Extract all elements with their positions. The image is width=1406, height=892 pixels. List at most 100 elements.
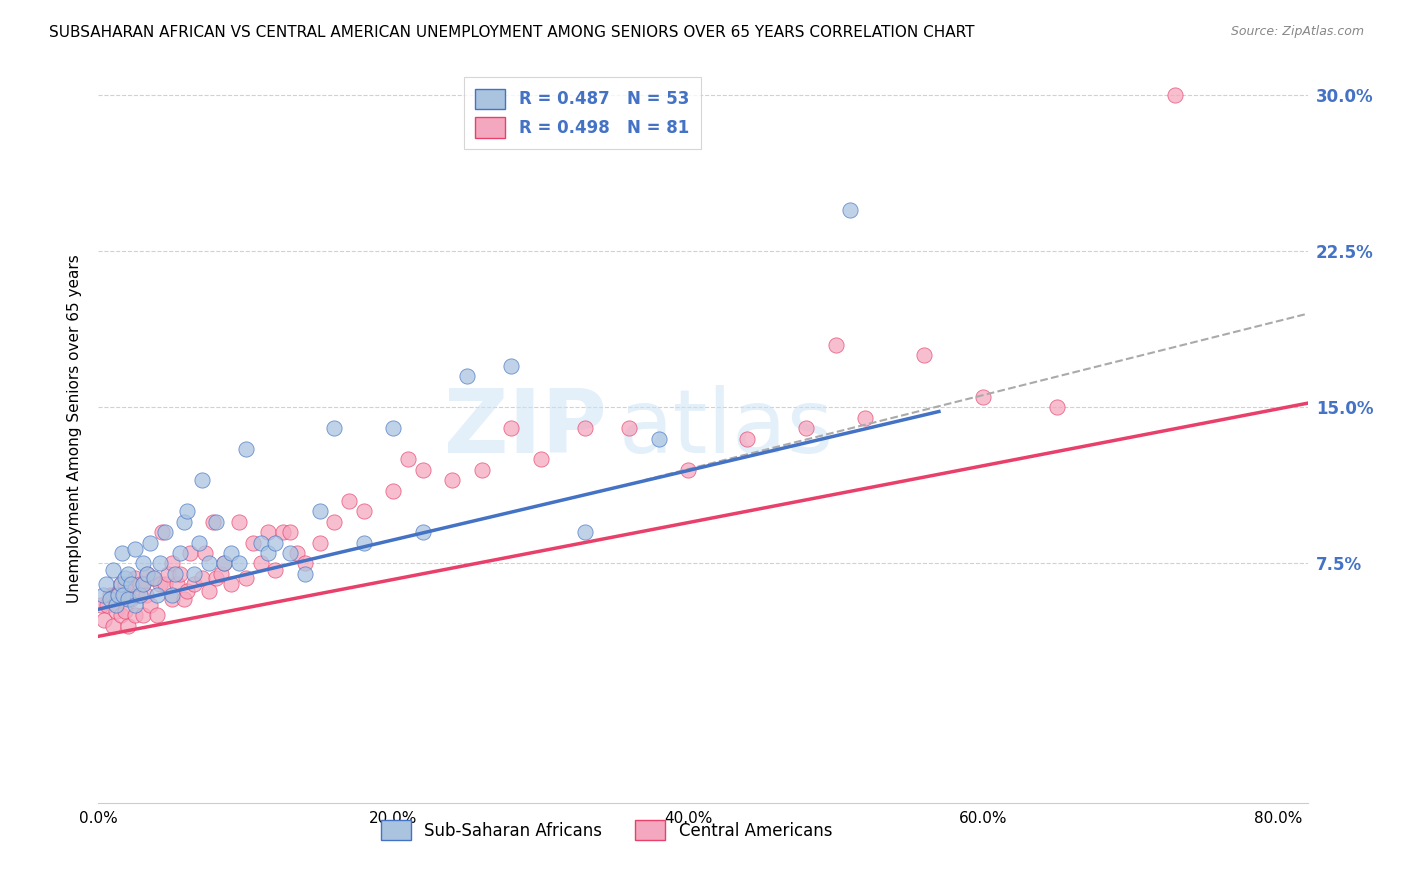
Point <box>117 588 139 602</box>
Point <box>530 452 553 467</box>
Point <box>110 577 132 591</box>
Point <box>212 557 235 571</box>
Point <box>165 566 187 581</box>
Point <box>190 571 212 585</box>
Point <box>111 591 134 606</box>
Point <box>678 463 700 477</box>
Point <box>294 566 316 581</box>
Point <box>501 359 523 373</box>
Point <box>90 598 112 612</box>
Point <box>110 608 132 623</box>
Point <box>98 588 121 602</box>
Point <box>194 546 217 560</box>
Point <box>412 525 434 540</box>
Point <box>124 608 146 623</box>
Point <box>160 588 183 602</box>
Point <box>972 390 994 404</box>
Point <box>228 557 250 571</box>
Point <box>114 577 136 591</box>
Point <box>271 525 294 540</box>
Point <box>456 369 478 384</box>
Point <box>101 588 124 602</box>
Point <box>121 577 143 591</box>
Point <box>198 583 221 598</box>
Point <box>574 421 596 435</box>
Text: ZIP: ZIP <box>443 384 606 472</box>
Point <box>198 557 221 571</box>
Point <box>202 515 225 529</box>
Point <box>278 525 301 540</box>
Text: SUBSAHARAN AFRICAN VS CENTRAL AMERICAN UNEMPLOYMENT AMONG SENIORS OVER 65 YEARS : SUBSAHARAN AFRICAN VS CENTRAL AMERICAN U… <box>49 25 974 40</box>
Point <box>619 421 641 435</box>
Point <box>176 504 198 518</box>
Point <box>120 591 142 606</box>
Point <box>124 598 146 612</box>
Point <box>135 588 157 602</box>
Point <box>139 598 162 612</box>
Point <box>131 557 153 571</box>
Point <box>187 535 209 549</box>
Text: Source: ZipAtlas.com: Source: ZipAtlas.com <box>1230 25 1364 38</box>
Point <box>107 588 129 602</box>
Point <box>471 463 494 477</box>
Point <box>323 421 346 435</box>
Point <box>287 546 309 560</box>
Point <box>183 577 205 591</box>
Point <box>124 541 146 556</box>
Point <box>824 338 846 352</box>
Point <box>91 588 114 602</box>
Point <box>173 591 195 606</box>
Point <box>1046 401 1069 415</box>
Point <box>179 546 201 560</box>
Point <box>294 557 316 571</box>
Point <box>219 577 242 591</box>
Point <box>120 577 142 591</box>
Point <box>117 566 139 581</box>
Point <box>128 588 150 602</box>
Point <box>149 557 172 571</box>
Point <box>110 577 132 591</box>
Point <box>212 557 235 571</box>
Point <box>136 566 159 581</box>
Point <box>143 571 166 585</box>
Point <box>912 348 935 362</box>
Point <box>249 535 271 549</box>
Point <box>153 577 176 591</box>
Point <box>131 577 153 591</box>
Point <box>93 613 115 627</box>
Point <box>150 525 173 540</box>
Point <box>166 577 188 591</box>
Point <box>648 432 671 446</box>
Point <box>242 535 264 549</box>
Point <box>94 577 117 591</box>
Point <box>412 463 434 477</box>
Point <box>114 604 136 618</box>
Point <box>96 598 118 612</box>
Point <box>735 432 758 446</box>
Point <box>176 583 198 598</box>
Point <box>382 421 405 435</box>
Point <box>112 588 135 602</box>
Point <box>853 410 876 425</box>
Point <box>228 515 250 529</box>
Point <box>235 571 257 585</box>
Point <box>105 598 128 612</box>
Point <box>160 591 183 606</box>
Point <box>105 604 128 618</box>
Legend: Sub-Saharan Africans, Central Americans: Sub-Saharan Africans, Central Americans <box>374 814 839 847</box>
Y-axis label: Unemployment Among Seniors over 65 years: Unemployment Among Seniors over 65 years <box>67 254 83 602</box>
Point <box>153 525 176 540</box>
Point <box>205 571 228 585</box>
Point <box>574 525 596 540</box>
Point <box>117 591 139 606</box>
Point <box>149 577 172 591</box>
Point <box>136 566 159 581</box>
Point <box>1164 88 1187 103</box>
Point <box>101 563 124 577</box>
Point <box>353 504 375 518</box>
Point <box>323 515 346 529</box>
Point <box>117 619 139 633</box>
Point <box>111 546 134 560</box>
Point <box>441 473 464 487</box>
Point <box>219 546 242 560</box>
